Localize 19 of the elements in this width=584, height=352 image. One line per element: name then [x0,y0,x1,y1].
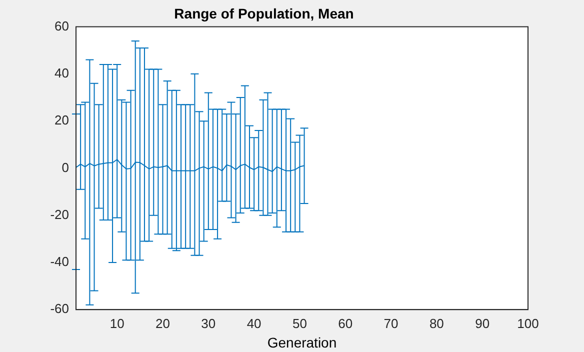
y-tick-label: 0 [62,160,69,175]
x-tick-label: 10 [110,316,124,331]
x-tick-label: 90 [475,316,490,331]
x-tick-label: 30 [201,316,216,331]
y-tick-label: -60 [50,301,69,316]
y-tick-label: -40 [50,254,69,270]
y-tick-label: -20 [50,206,69,222]
x-tick-label: 20 [156,316,170,331]
x-tick-label: 40 [246,316,262,331]
x-tick-label: 80 [429,316,444,331]
x-tick-label: 50 [292,316,307,331]
chart-title: Range of Population, Mean [174,5,354,22]
x-axis-title: Generation [267,334,337,350]
y-tick-label: 40 [54,66,69,81]
y-tick-label: 60 [54,18,69,34]
x-tick-label: 70 [384,316,398,331]
y-tick-label: 20 [54,112,69,128]
x-tick-label: 60 [338,316,353,331]
x-tick-label: 100 [517,316,539,331]
